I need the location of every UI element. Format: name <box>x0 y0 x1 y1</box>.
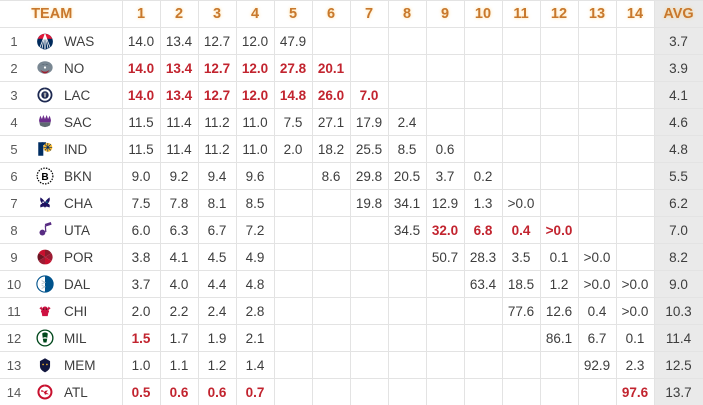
svg-text:B: B <box>41 172 48 183</box>
